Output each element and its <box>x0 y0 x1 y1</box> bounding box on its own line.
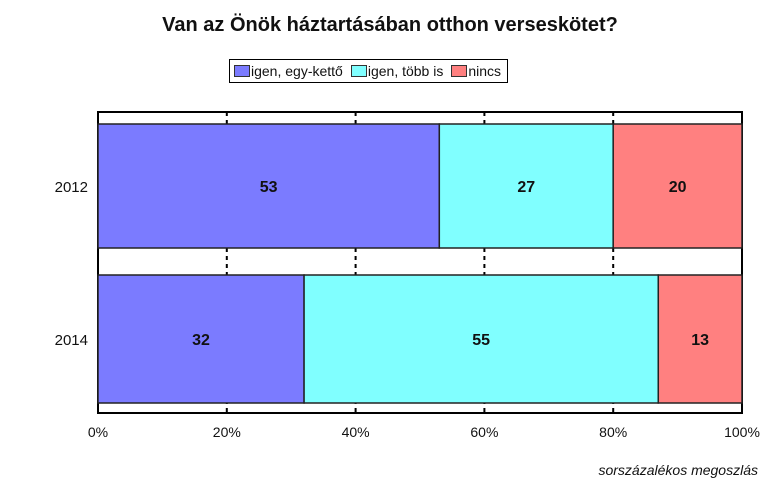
legend-item-igen-tobb-is: igen, több is <box>350 63 444 79</box>
data-label: 32 <box>192 332 210 349</box>
legend-item-igen-egy-ketto: igen, egy-kettő <box>234 63 343 79</box>
x-tick-label: 100% <box>724 424 760 440</box>
bar-segment-2014-2 <box>303 274 660 404</box>
bar-segment-2012-2 <box>438 123 614 249</box>
data-label: 53 <box>260 179 278 196</box>
legend-item-nincs: nincs <box>451 63 501 79</box>
legend: igen, egy-kettő igen, több is nincs <box>229 59 509 83</box>
x-tick-label: 20% <box>213 424 241 440</box>
legend-swatch <box>451 65 468 77</box>
x-tick-label: 40% <box>342 424 370 440</box>
bar-segment-2014-3 <box>657 274 743 404</box>
x-axis-label: sorszázalékos megoszlás <box>598 462 758 478</box>
data-label: 13 <box>691 332 709 349</box>
legend-swatch <box>350 65 367 77</box>
data-label: 20 <box>669 179 687 196</box>
legend-swatch <box>234 65 250 77</box>
bar-segment-2014-1 <box>97 274 305 404</box>
legend-label: nincs <box>468 63 502 79</box>
y-tick-label: 2014 <box>55 332 88 349</box>
bar-segment-2012-3 <box>612 123 743 249</box>
data-label: 27 <box>517 179 535 196</box>
x-tick-label: 0% <box>88 424 108 440</box>
y-tick-label: 2012 <box>55 179 88 196</box>
data-label: 55 <box>472 332 490 349</box>
x-tick-label: 60% <box>470 424 498 440</box>
chart-title: Van az Önök háztartásában otthon versesk… <box>162 14 618 36</box>
legend-label: igen, több is <box>367 63 444 79</box>
x-tick-label: 80% <box>599 424 627 440</box>
legend-label: igen, egy-kettő <box>251 63 343 79</box>
